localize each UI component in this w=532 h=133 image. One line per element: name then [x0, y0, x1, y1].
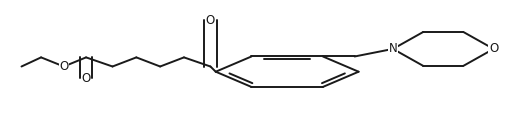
- Text: O: O: [206, 14, 215, 27]
- Text: O: O: [59, 60, 69, 73]
- Text: O: O: [81, 72, 90, 85]
- Text: N: N: [389, 42, 397, 55]
- Text: O: O: [489, 42, 498, 55]
